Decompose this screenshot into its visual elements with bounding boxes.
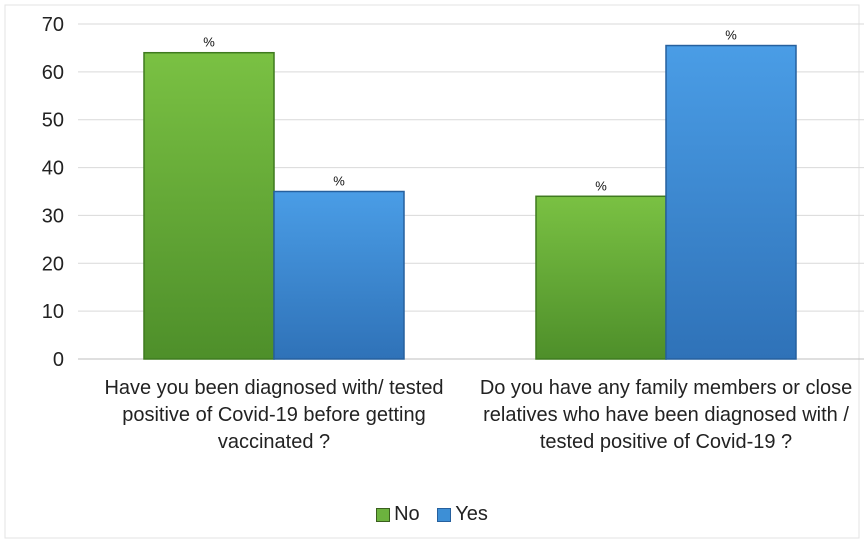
data-label-no-1: % [203,35,215,50]
data-labels: %%%% [203,28,737,194]
legend-label-yes: Yes [455,503,488,526]
legend-swatch-no-icon [376,507,391,522]
bars [143,44,797,360]
plot-frame [4,4,860,539]
legend-label-no: No [394,503,420,526]
bar-no-1 [143,51,275,360]
data-label-yes-2: % [725,28,737,43]
y-tick-label: 70 [42,14,64,36]
x-category-label-1: Have you been diagnosed with/ tested pos… [104,377,444,453]
legend-swatch-yes-icon [437,507,452,522]
y-tick-label: 30 [42,205,64,227]
legend: No Yes [0,503,864,526]
y-tick-label: 10 [42,301,64,323]
y-tick-label: 0 [53,349,64,371]
legend-item-no: No [376,503,420,526]
y-tick-label: 20 [42,253,64,275]
bar-no-2 [535,195,667,360]
y-axis-ticks: 0 10 20 30 40 50 60 70 [42,14,64,371]
bar-yes-1 [273,190,405,360]
legend-item-yes: Yes [437,503,488,526]
data-label-no-2: % [595,178,607,193]
x-category-label-2: Do you have any family members or close … [479,377,853,453]
data-label-yes-1: % [333,174,345,189]
y-tick-label: 40 [42,158,64,180]
bar-yes-2 [665,44,797,360]
y-tick-label: 50 [42,110,64,132]
y-tick-label: 60 [42,62,64,84]
